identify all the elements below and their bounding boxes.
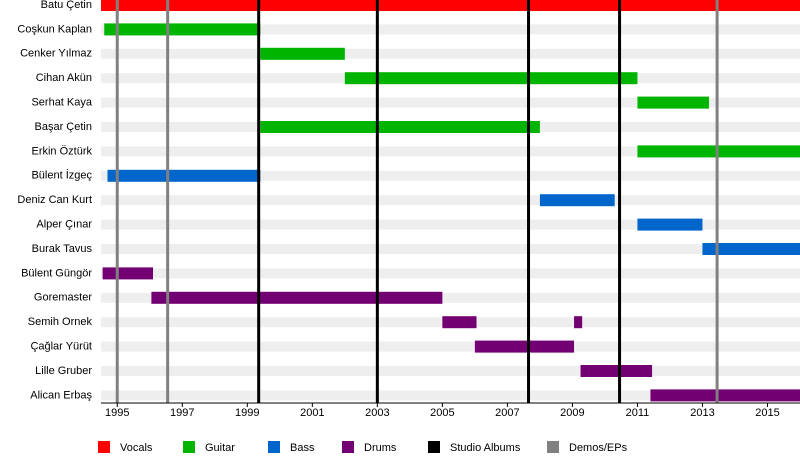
x-tick-label: 2011	[626, 407, 650, 419]
row-band	[101, 97, 800, 108]
member-bar	[260, 47, 345, 60]
legend-label: Drums	[364, 442, 397, 454]
member-bar	[260, 121, 540, 133]
row-label: Cihan Akün	[36, 72, 92, 84]
legend-swatch	[98, 441, 110, 453]
x-tick-label: 2015	[755, 407, 779, 419]
x-tick-label: 2003	[365, 407, 389, 419]
legend-swatch	[268, 441, 280, 453]
row-band	[101, 24, 800, 35]
legend-label: Demos/EPs	[569, 442, 628, 454]
x-tick-label: 2001	[300, 407, 324, 419]
legend-label: Guitar	[205, 442, 235, 454]
row-band	[101, 244, 800, 254]
member-bar	[574, 316, 583, 329]
row-band	[101, 292, 800, 303]
row-label: Erkin Öztürk	[31, 145, 92, 157]
member-bar	[107, 169, 261, 182]
legend-label: Vocals	[120, 442, 153, 454]
legend-label: Bass	[290, 442, 315, 454]
row-band	[101, 48, 800, 59]
row-label: Serhat Kaya	[31, 97, 92, 109]
x-tick-label: 1999	[235, 407, 259, 419]
row-band	[101, 219, 800, 230]
row-label: Semih Ornek	[28, 316, 93, 328]
row-label: Bülent İzgeç	[31, 169, 92, 182]
row-label: Goremaster	[34, 292, 92, 304]
member-bar	[474, 340, 575, 353]
member-bar	[101, 0, 800, 11]
row-label: Batu Çetin	[41, 0, 92, 11]
row-label: Alican Erbaş	[30, 389, 92, 401]
legend-swatch	[342, 441, 354, 453]
x-tick-label: 2005	[430, 407, 454, 419]
row-label: Bülent Güngör	[21, 267, 92, 279]
row-band	[101, 195, 800, 206]
member-bar	[151, 291, 443, 304]
row-label: Deniz Can Kurt	[17, 194, 92, 206]
member-bar	[637, 96, 709, 109]
x-tick-label: 2013	[690, 407, 714, 419]
legend-swatch	[183, 441, 195, 453]
legend-label: Studio Albums	[450, 442, 521, 454]
row-label: Burak Tavus	[32, 243, 93, 255]
x-tick-label: 1997	[170, 407, 194, 419]
row-label: Lille Gruber	[35, 365, 92, 377]
member-bar	[580, 365, 653, 377]
row-band	[101, 366, 800, 376]
row-band	[101, 390, 800, 401]
member-bar	[702, 243, 800, 255]
x-tick-label: 2007	[495, 407, 519, 419]
member-bar	[539, 194, 615, 207]
row-band	[101, 341, 800, 352]
member-bar	[102, 267, 154, 280]
row-label: Alper Çınar	[36, 219, 92, 231]
row-band	[101, 268, 800, 279]
row-label: Cenker Yılmaz	[20, 48, 92, 60]
row-label: Coşkun Kaplan	[17, 23, 92, 35]
legend-swatch	[547, 441, 559, 453]
row-label: Başar Çetin	[35, 121, 92, 133]
member-bar	[104, 23, 261, 36]
row-label: Çağlar Yürüt	[30, 341, 92, 353]
member-bar	[344, 72, 638, 85]
x-tick-label: 1995	[105, 407, 129, 419]
legend-swatch	[428, 441, 440, 453]
member-bar	[442, 316, 477, 329]
member-bar	[637, 145, 800, 158]
member-bar	[637, 218, 703, 231]
row-band	[101, 170, 800, 181]
member-bar	[650, 389, 800, 402]
x-tick-label: 2009	[560, 407, 584, 419]
row-band	[101, 146, 800, 157]
